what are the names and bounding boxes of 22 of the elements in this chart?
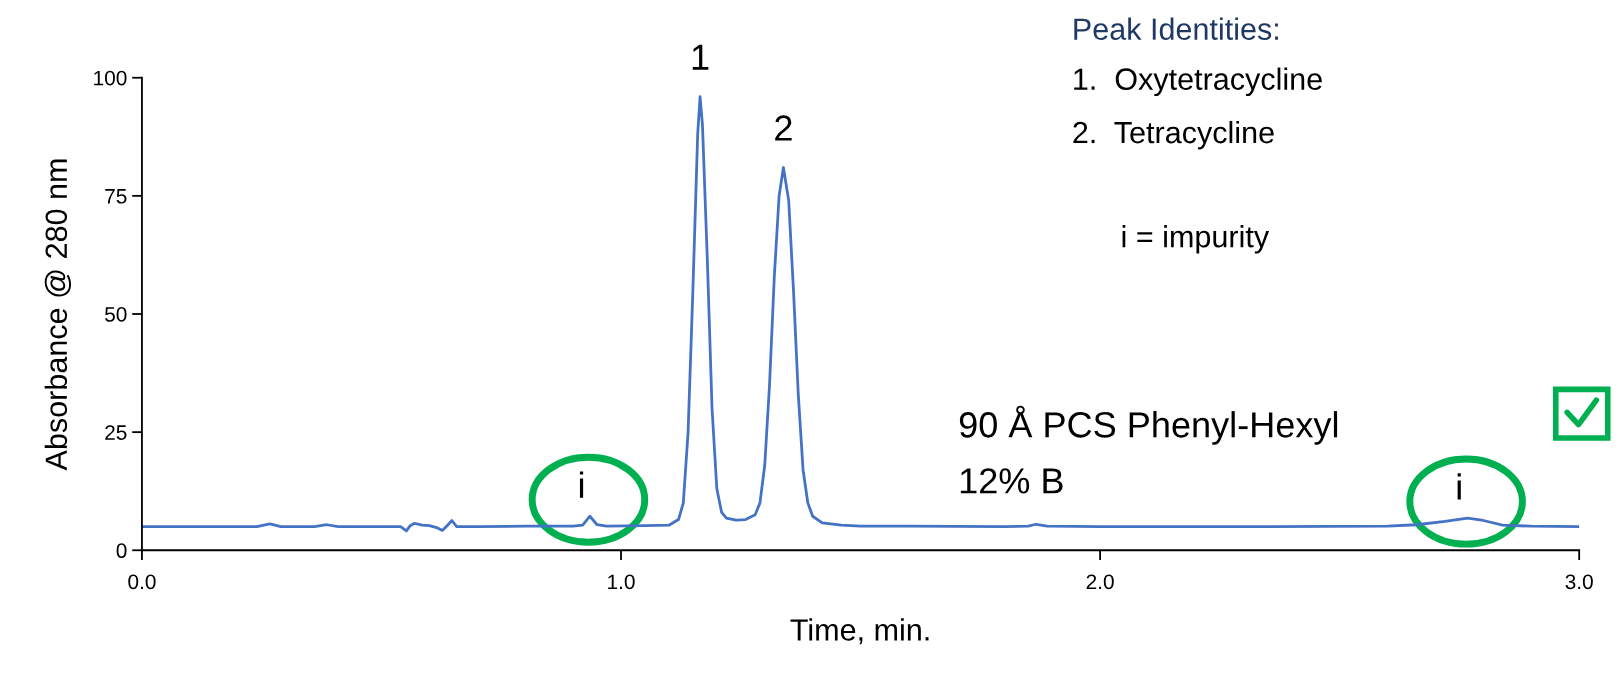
y-tick-label: 50 xyxy=(105,307,127,322)
annotation: i xyxy=(1457,473,1461,500)
annotation: 1 xyxy=(692,44,709,70)
x-tick-label: 3.0 xyxy=(1565,574,1593,590)
text: Peak Identities: xyxy=(1074,17,1278,40)
annotation: i = impurity xyxy=(1122,225,1270,254)
y-tick-label: 100 xyxy=(94,70,127,86)
x-tick-label: 0.0 xyxy=(128,574,156,590)
annotation: 1. Oxytetracycline xyxy=(1074,67,1322,97)
y-axis-title: Absorbance @ 280 nm xyxy=(44,159,72,471)
x-tick-label: 2.0 xyxy=(1086,574,1114,590)
x-tick-label: 1.0 xyxy=(608,574,635,590)
x-axis-title: Time, min. xyxy=(790,618,929,645)
annotation: i xyxy=(579,471,584,498)
annotation: 2. Tetracycline xyxy=(1073,120,1274,150)
annotation: 90 Å PCS Phenyl-Hexyl xyxy=(959,405,1338,445)
annotation: 12% B xyxy=(960,468,1063,494)
y-tick-label: 0 xyxy=(116,543,127,559)
line-series xyxy=(141,95,1580,533)
y-tick-label: 25 xyxy=(105,425,127,440)
y-tick-label: 75 xyxy=(105,189,127,204)
annotation: 2 xyxy=(775,115,792,141)
